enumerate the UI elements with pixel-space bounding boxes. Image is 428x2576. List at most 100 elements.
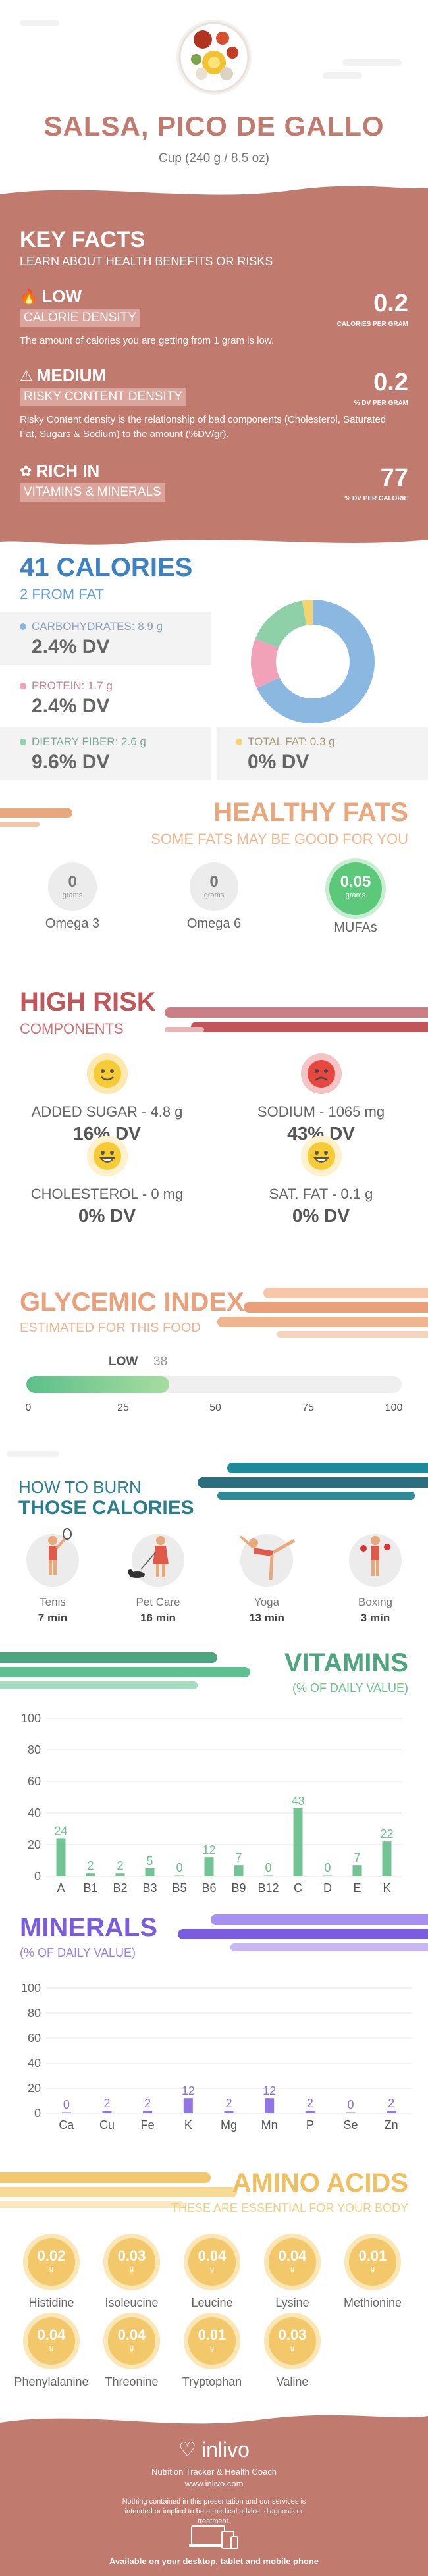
x-tick-label: Ca	[59, 2118, 74, 2132]
fact-level: RICH IN	[36, 461, 100, 481]
amino-unit: g	[129, 2344, 134, 2352]
wave-divider	[0, 2415, 428, 2436]
x-tick-label: B3	[142, 1881, 157, 1895]
bar	[102, 2111, 112, 2113]
vitamins-chart: 02040608010024A2B12B25B30B512B67B90B1243…	[21, 1712, 402, 1895]
amino-item: 0.04 g Lysine	[253, 2238, 332, 2310]
y-tick-label: 60	[28, 2032, 41, 2045]
x-tick-label: B5	[172, 1881, 186, 1895]
omega6-circle: 0 grams	[190, 862, 238, 911]
x-tick-label: Fe	[141, 2118, 155, 2132]
risk-item-sodium: SODIUM - 1065 mg 43% DV	[214, 1053, 428, 1144]
amino-circle: 0.04 g	[108, 2317, 155, 2365]
bar	[145, 1868, 155, 1876]
y-tick-label: 100	[21, 1712, 41, 1725]
carbs-dv: 2.4% DV	[32, 636, 110, 658]
burn-title-1: HOW TO BURN	[18, 1477, 142, 1497]
amino-circle: 0.02 g	[28, 2238, 75, 2286]
boxing-icon	[349, 1534, 402, 1587]
protein-block: PROTEIN: 1.7 g 2.4% DV	[0, 671, 211, 724]
bar-value-label: 2	[307, 2097, 313, 2110]
fact-description: The amount of calories you are getting f…	[20, 335, 275, 346]
bar	[143, 2111, 153, 2113]
fiber-dot-icon	[20, 739, 26, 745]
high-risk-section: HIGH RISK COMPONENTS ADDED SUGAR - 4.8 g…	[0, 981, 428, 1226]
wave-divider	[0, 530, 428, 545]
calories-title: 41 CALORIES	[20, 553, 193, 582]
fact-vitamins-minerals: ✿ RICH IN VITAMINS & MINERALS 77 % DV PE…	[20, 461, 408, 513]
mufas-label: MUFAs	[334, 920, 377, 935]
wave-divider	[0, 186, 428, 204]
bar	[323, 1875, 333, 1876]
bar-value-label: 5	[146, 1854, 153, 1868]
protein-label: PROTEIN: 1.7 g	[32, 679, 113, 692]
healthy-fats-subtitle: SOME FATS MAY BE GOOD FOR YOU	[151, 831, 408, 847]
fact-unit: % DV PER GRAM	[354, 400, 408, 407]
amino-item: 0.01 g Methionine	[333, 2238, 412, 2310]
decor-stripe	[0, 2201, 184, 2208]
bar	[387, 2111, 396, 2113]
x-tick-label: A	[57, 1881, 65, 1895]
burn-title-2: THOSE CALORIES	[18, 1497, 194, 1519]
protein-dv: 2.4% DV	[32, 695, 110, 717]
decor-stripe	[227, 1463, 428, 1473]
bar	[265, 2098, 275, 2113]
risk-dv: 0% DV	[78, 1205, 136, 1226]
activity-time: 13 min	[249, 1612, 284, 1624]
amino-item: 0.03 g Valine	[253, 2317, 332, 2389]
x-tick-label: B6	[201, 1881, 216, 1895]
footer-url[interactable]: www.inlivo.com	[184, 2479, 244, 2488]
decor-stripe	[0, 1667, 250, 1677]
key-facts-title: KEY FACTS	[20, 227, 146, 252]
bar	[234, 1865, 244, 1876]
x-tick-label: B12	[257, 1881, 279, 1895]
glycemic-subtitle: ESTIMATED FOR THIS FOOD	[20, 1321, 201, 1335]
decor-stripe	[277, 1331, 428, 1338]
glycemic-section: GLYCEMIC INDEX ESTIMATED FOR THIS FOOD L…	[0, 1284, 428, 1435]
glycemic-tick: 0	[25, 1402, 32, 1413]
calories-section: 41 CALORIES 2 FROM FAT CARBOHYDRATES: 8.…	[0, 546, 428, 797]
bar	[86, 1873, 95, 1876]
fact-level: LOW	[41, 286, 82, 306]
bar-value-label: 22	[380, 1827, 393, 1841]
decor-stripe	[0, 1681, 198, 1689]
glycemic-tick: 100	[385, 1402, 403, 1413]
footer-tagline: Nutrition Tracker & Health Coach	[151, 2467, 277, 2477]
x-tick-label: E	[353, 1881, 361, 1895]
fat-dot-icon	[236, 739, 242, 745]
activity-time: 7 min	[38, 1612, 68, 1624]
glycemic-track	[26, 1376, 402, 1393]
amino-item: 0.04 g Phenylalanine	[12, 2317, 91, 2389]
amino-value: 0.01	[358, 2247, 387, 2264]
glycemic-tick: 50	[209, 1402, 221, 1413]
risk-item-cholesterol: CHOLESTEROL - 0 mg 0% DV	[0, 1136, 214, 1226]
amino-label: Histidine	[28, 2296, 74, 2309]
glycemic-level: LOW	[109, 1355, 138, 1369]
bar	[352, 1865, 362, 1876]
omega6-item: 0 grams Omega 6	[171, 862, 257, 932]
activity-tennis: Tenis 7 min	[20, 1528, 86, 1625]
key-facts-subtitle: LEARN ABOUT HEALTH BENEFITS OR RISKS	[20, 255, 273, 268]
omega3-label: Omega 3	[45, 916, 100, 931]
serving-size: Cup (240 g / 8.5 oz)	[159, 151, 269, 165]
amino-unit: g	[209, 2344, 215, 2352]
glycemic-tick: 25	[117, 1402, 129, 1413]
page-title: SALSA, PICO DE GALLO	[43, 111, 385, 142]
vitamins-title: VITAMINS	[284, 1648, 408, 1677]
x-tick-label: Se	[343, 2118, 358, 2132]
donut-segment-protein	[251, 600, 375, 723]
bar-value-label: 2	[225, 2097, 232, 2110]
glycemic-value: 38	[153, 1355, 168, 1369]
amino-item: 0.04 g Leucine	[173, 2238, 252, 2310]
risk-dv: 0% DV	[292, 1205, 350, 1226]
fact-calorie-density: 🔥 LOW CALORIE DENSITY 0.2 CALORIES PER G…	[20, 286, 408, 352]
bar-value-label: 0	[324, 1861, 331, 1874]
footer-disclaimer: Nothing contained in this presentation a…	[122, 2498, 306, 2525]
fact-unit: % DV PER CALORIE	[344, 495, 408, 502]
decor-stripe	[191, 1022, 428, 1032]
bar	[183, 2098, 193, 2113]
decor-stripe	[165, 1027, 204, 1032]
amino-value: 0.03	[117, 2247, 146, 2264]
bar-value-label: 7	[354, 1851, 360, 1864]
y-tick-label: 0	[34, 1870, 41, 1883]
